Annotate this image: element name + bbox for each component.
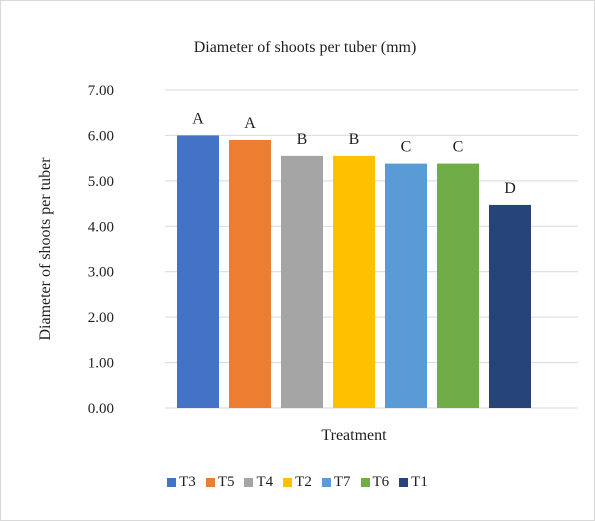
y-tick-label: 2.00 <box>88 310 114 326</box>
y-tick-label: 1.00 <box>88 356 114 372</box>
bar-data-label: C <box>453 139 464 156</box>
legend-item-t6: T6 <box>360 474 390 491</box>
chart-title: Diameter of shoots per tuber (mm) <box>194 39 417 56</box>
bar-t2 <box>333 155 375 408</box>
y-tick-label: 7.00 <box>88 83 114 99</box>
legend-swatch <box>321 478 331 487</box>
bar-t5 <box>229 139 271 408</box>
bar-t1 <box>489 204 531 408</box>
legend-swatch <box>205 478 215 487</box>
legend-item-t5: T5 <box>205 474 235 491</box>
bar-data-label: B <box>297 131 308 148</box>
legend-swatch <box>360 478 370 487</box>
legend-label: T5 <box>217 474 235 490</box>
bar-t4 <box>281 155 323 408</box>
bar-labels: A A B B C C D <box>192 110 516 197</box>
legend-swatch <box>399 478 409 487</box>
legend-item-t2: T2 <box>283 474 312 491</box>
bar-t3 <box>177 135 219 408</box>
legend-swatch <box>167 478 177 487</box>
bar-data-label: C <box>401 139 412 156</box>
bar-data-label: A <box>244 115 256 132</box>
y-axis-ticks: 0.00 1.00 2.00 3.00 4.00 5.00 6.00 7.00 <box>88 83 114 417</box>
y-tick-label: 3.00 <box>88 265 114 281</box>
legend-item-t7: T7 <box>321 474 351 491</box>
bar-data-label: A <box>192 110 204 127</box>
legend-label: T2 <box>295 474 312 490</box>
legend-item-t3: T3 <box>167 474 196 491</box>
bars <box>177 135 531 408</box>
x-axis-label: Treatment <box>321 427 387 444</box>
y-tick-label: 4.00 <box>88 219 114 235</box>
legend-item-t1: T1 <box>399 474 428 491</box>
y-tick-label: 0.00 <box>88 401 114 417</box>
bar-data-label: B <box>349 131 360 148</box>
legend-label: T6 <box>372 474 390 490</box>
legend-label: T3 <box>179 474 196 490</box>
legend-swatch <box>244 478 254 487</box>
legend-swatch <box>283 478 293 487</box>
y-axis-label: Diameter of shoots per tuber <box>37 157 54 341</box>
y-tick-label: 5.00 <box>88 174 114 190</box>
y-tick-label: 6.00 <box>88 128 114 144</box>
bar-t6 <box>437 163 479 408</box>
legend-label: T7 <box>333 474 351 490</box>
bar-t7 <box>385 163 427 408</box>
chart-legend: T3 T5 T4 T2 T7 T6 T1 <box>0 474 595 491</box>
legend-item-t4: T4 <box>244 474 273 491</box>
legend-label: T4 <box>256 474 274 490</box>
bar-data-label: D <box>504 180 516 197</box>
legend-label: T1 <box>411 474 428 490</box>
